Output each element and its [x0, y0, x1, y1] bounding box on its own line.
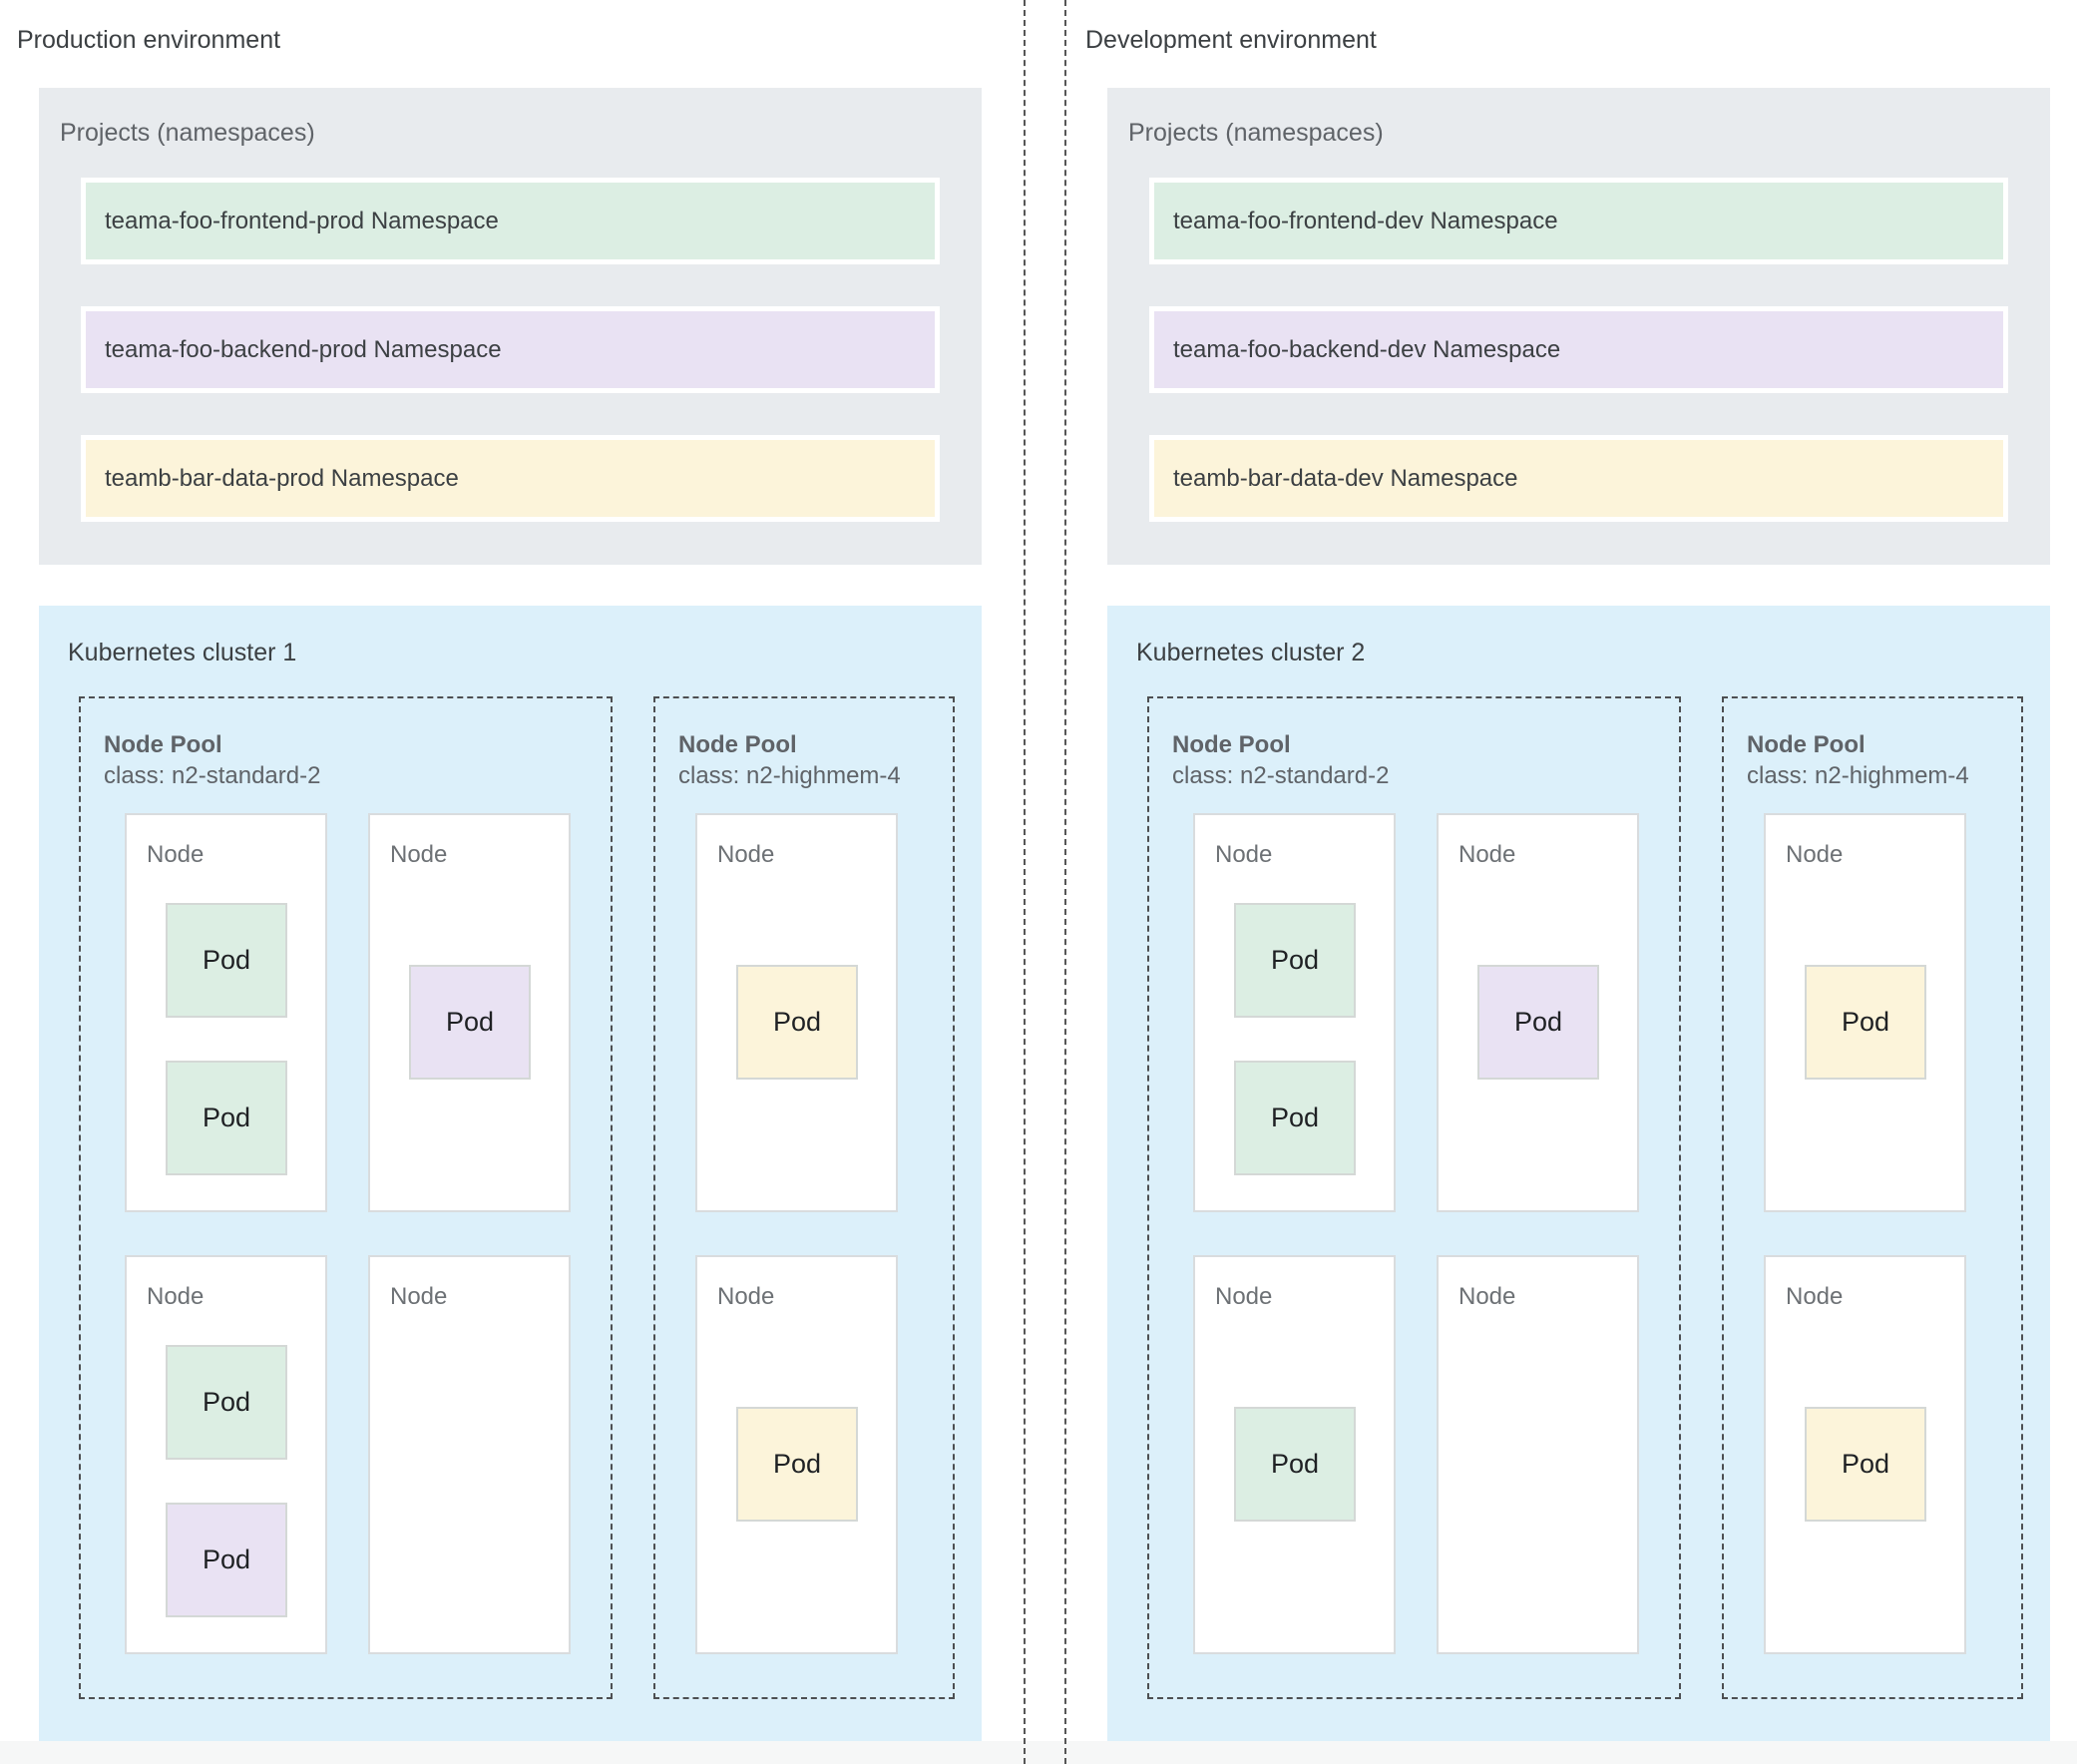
- environment-production: Production environment Projects (namespa…: [0, 0, 1038, 1764]
- node-pool-header: Node Pool class: n2-standard-2: [1172, 729, 1389, 791]
- pod-box: Pod: [1477, 965, 1599, 1080]
- namespace-bar: teama-foo-backend-prod Namespace: [81, 306, 940, 393]
- cluster-box: Kubernetes cluster 2 Node Pool class: n2…: [1107, 606, 2050, 1741]
- namespace-label: teama-foo-frontend-prod Namespace: [105, 207, 499, 234]
- pod-label: Pod: [1270, 945, 1320, 975]
- namespace-bar: teama-foo-frontend-dev Namespace: [1149, 178, 2008, 264]
- node-pool-highmem: Node Pool class: n2-highmem-4 Node Pod N…: [653, 696, 955, 1699]
- node-pool-highmem: Node Pool class: n2-highmem-4 Node Pod N…: [1722, 696, 2023, 1699]
- projects-label: Projects (namespaces): [60, 119, 315, 147]
- node-pool-standard: Node Pool class: n2-standard-2 Node Pod …: [79, 696, 613, 1699]
- pod-label: Pod: [202, 1387, 251, 1417]
- node-label: Node: [1215, 841, 1273, 868]
- node-label: Node: [147, 1283, 205, 1310]
- node-pool-class: class: n2-highmem-4: [678, 762, 901, 789]
- namespace-label: teama-foo-frontend-dev Namespace: [1173, 207, 1558, 234]
- projects-box: Projects (namespaces) teama-foo-frontend…: [39, 88, 982, 565]
- pod-label: Pod: [772, 1007, 822, 1037]
- node-box: Node Pod: [1193, 1255, 1396, 1654]
- node-box: Node Pod Pod: [125, 813, 327, 1212]
- namespace-bar: teama-foo-frontend-prod Namespace: [81, 178, 940, 264]
- pod-label: Pod: [202, 945, 251, 975]
- node-label: Node: [147, 841, 205, 868]
- pod-label: Pod: [1513, 1007, 1563, 1037]
- node-box: Node Pod: [368, 813, 571, 1212]
- node-box: Node Pod: [695, 813, 898, 1212]
- pod-box: Pod: [166, 1061, 287, 1175]
- pod-box: Pod: [1234, 1407, 1356, 1522]
- node-box: Node Pod: [1764, 813, 1966, 1212]
- node-pool-title: Node Pool: [1747, 731, 1866, 758]
- node-pool-class: class: n2-standard-2: [104, 762, 321, 789]
- pod-label: Pod: [1841, 1449, 1890, 1479]
- namespace-bar: teama-foo-backend-dev Namespace: [1149, 306, 2008, 393]
- namespace-label: teama-foo-backend-prod Namespace: [105, 335, 502, 363]
- cluster-title: Kubernetes cluster 1: [68, 639, 297, 666]
- node-label: Node: [1786, 1283, 1844, 1310]
- node-label: Node: [717, 1283, 775, 1310]
- node-pool-header: Node Pool class: n2-standard-2: [104, 729, 320, 791]
- node-label: Node: [717, 841, 775, 868]
- namespace-label: teamb-bar-data-dev Namespace: [1173, 464, 1518, 492]
- node-box: Node: [368, 1255, 571, 1654]
- pod-box: Pod: [166, 1503, 287, 1617]
- cluster-box: Kubernetes cluster 1 Node Pool class: n2…: [39, 606, 982, 1741]
- node-pool-title: Node Pool: [678, 731, 797, 758]
- pod-box: Pod: [736, 965, 858, 1080]
- pod-label: Pod: [1841, 1007, 1890, 1037]
- node-box: Node Pod: [1437, 813, 1639, 1212]
- pod-label: Pod: [202, 1102, 251, 1132]
- pod-label: Pod: [1270, 1102, 1320, 1132]
- namespace-label: teama-foo-backend-dev Namespace: [1173, 335, 1561, 363]
- node-pool-title: Node Pool: [104, 731, 222, 758]
- pod-label: Pod: [202, 1544, 251, 1574]
- node-box: Node Pod Pod: [125, 1255, 327, 1654]
- environment-title: Development environment: [1085, 26, 1377, 54]
- node-label: Node: [1458, 841, 1516, 868]
- divider-line: [1024, 0, 1026, 1764]
- namespace-bar: teamb-bar-data-prod Namespace: [81, 435, 940, 522]
- node-pool-class: class: n2-highmem-4: [1747, 762, 1969, 789]
- pod-box: Pod: [409, 965, 531, 1080]
- pod-box: Pod: [1805, 965, 1926, 1080]
- pod-box: Pod: [1234, 1061, 1356, 1175]
- pod-box: Pod: [736, 1407, 858, 1522]
- pod-box: Pod: [1234, 903, 1356, 1018]
- pod-box: Pod: [166, 903, 287, 1018]
- node-box: Node Pod: [695, 1255, 898, 1654]
- pod-label: Pod: [445, 1007, 495, 1037]
- node-box: Node Pod Pod: [1193, 813, 1396, 1212]
- projects-label: Projects (namespaces): [1128, 119, 1384, 147]
- node-label: Node: [1786, 841, 1844, 868]
- projects-box: Projects (namespaces) teama-foo-frontend…: [1107, 88, 2050, 565]
- node-label: Node: [390, 1283, 448, 1310]
- pod-box: Pod: [166, 1345, 287, 1460]
- node-box: Node: [1437, 1255, 1639, 1654]
- node-pool-standard: Node Pool class: n2-standard-2 Node Pod …: [1147, 696, 1681, 1699]
- cluster-title: Kubernetes cluster 2: [1136, 639, 1366, 666]
- namespace-bar: teamb-bar-data-dev Namespace: [1149, 435, 2008, 522]
- namespace-label: teamb-bar-data-prod Namespace: [105, 464, 459, 492]
- node-label: Node: [1215, 1283, 1273, 1310]
- node-label: Node: [390, 841, 448, 868]
- environment-development: Development environment Projects (namesp…: [1068, 0, 2077, 1764]
- divider-line: [1064, 0, 1066, 1764]
- node-pool-header: Node Pool class: n2-highmem-4: [678, 729, 901, 791]
- node-pool-header: Node Pool class: n2-highmem-4: [1747, 729, 1969, 791]
- pod-label: Pod: [1270, 1449, 1320, 1479]
- pod-box: Pod: [1805, 1407, 1926, 1522]
- diagram-bottom-band: [0, 1741, 2077, 1764]
- environment-title: Production environment: [17, 26, 281, 54]
- node-box: Node Pod: [1764, 1255, 1966, 1654]
- node-pool-title: Node Pool: [1172, 731, 1291, 758]
- pod-label: Pod: [772, 1449, 822, 1479]
- node-label: Node: [1458, 1283, 1516, 1310]
- node-pool-class: class: n2-standard-2: [1172, 762, 1390, 789]
